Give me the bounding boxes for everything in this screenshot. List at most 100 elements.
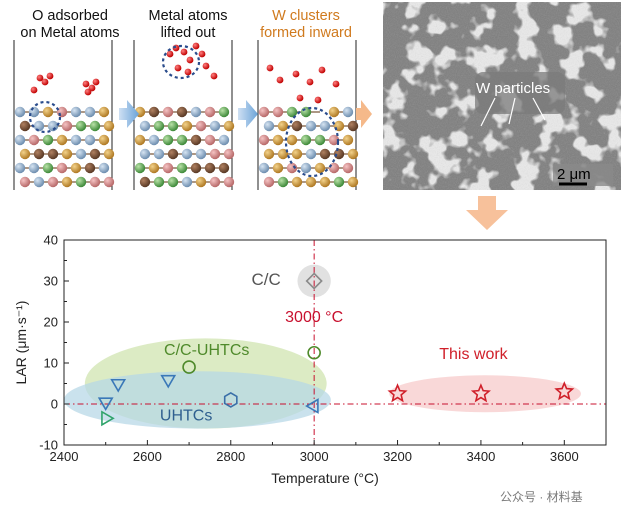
chart-marks	[97, 272, 575, 427]
sim-atom	[258, 162, 270, 174]
sim-oxygen-atom	[41, 78, 49, 86]
sim-atom	[162, 106, 174, 118]
marker-star	[387, 383, 408, 403]
simulation-snapshots	[13, 40, 372, 190]
sim-atom	[300, 162, 312, 174]
sim-atom	[98, 134, 110, 146]
sim-oxygen-atom	[318, 66, 326, 74]
annotation-this-work: This work	[439, 346, 508, 363]
y-tick-label: 40	[44, 233, 58, 248]
sim-atom	[167, 148, 179, 160]
sim-atom	[291, 120, 303, 132]
highlight-circle-2	[161, 44, 201, 80]
sim-atom	[181, 148, 193, 160]
sim-atom	[319, 120, 331, 132]
sim-atom	[342, 134, 354, 146]
sim-atom	[70, 106, 82, 118]
sim-atom	[28, 162, 40, 174]
sim-atom	[286, 106, 298, 118]
sim-atom	[190, 162, 202, 174]
sim-label-2: Metal atoms lifted out	[132, 8, 244, 42]
sim-atom	[148, 106, 160, 118]
sim-atom	[61, 148, 73, 160]
sim-atom	[167, 176, 179, 188]
sim-oxygen-atom	[202, 62, 210, 70]
sim-atom	[181, 176, 193, 188]
sim-atom	[258, 134, 270, 146]
sim-atom	[333, 176, 345, 188]
sim-label-1-line2: on Metal atoms	[20, 25, 120, 41]
sim-panel-3	[257, 40, 359, 190]
sim-atom	[61, 120, 73, 132]
sem-scale-bar-label: 2 μm	[557, 166, 591, 183]
sim-atom	[258, 106, 270, 118]
y-tick-label: 30	[44, 274, 58, 289]
lar-chart: 2400 2600 2800 3000 3200 3400 3600 -10 0 10 20 30 40…	[13, 233, 607, 486]
sim-oxygen-atom	[332, 80, 340, 88]
arrow-3-icon	[356, 100, 372, 128]
sim-atom	[47, 176, 59, 188]
sim-atom	[319, 148, 331, 160]
sim-atom	[75, 176, 87, 188]
sim-atom	[314, 134, 326, 146]
sim-atom	[103, 148, 115, 160]
sim-atom	[148, 162, 160, 174]
sim-atom	[209, 120, 221, 132]
sim-label-2-line2: lifted out	[160, 25, 216, 41]
annotation-uhtcs: UHTCs	[160, 407, 212, 424]
marker-triangle-down	[110, 378, 127, 393]
sim-atom	[204, 162, 216, 174]
sim-atom	[204, 106, 216, 118]
marker-circle	[307, 345, 321, 360]
sim-atom	[263, 148, 275, 160]
sim-atom	[167, 120, 179, 132]
sim-atom	[342, 162, 354, 174]
sim-atom	[291, 148, 303, 160]
sim-atom	[305, 176, 317, 188]
sim-atom	[176, 162, 188, 174]
sim-oxygen-atom	[210, 72, 218, 80]
y-tick-label: 10	[44, 356, 58, 371]
sim-atom	[42, 162, 54, 174]
sem-annotation: W particles	[476, 80, 550, 97]
sim-atom	[314, 162, 326, 174]
sim-atom	[190, 134, 202, 146]
sim-atom	[347, 148, 359, 160]
sim-atom	[75, 120, 87, 132]
sim-atom	[300, 134, 312, 146]
pointer-line-3	[532, 97, 546, 121]
sim-atom	[33, 176, 45, 188]
sim-atom	[14, 162, 26, 174]
x-tick-label: 2600	[133, 449, 162, 464]
sim-atom	[277, 120, 289, 132]
sim-atom	[42, 106, 54, 118]
sim-oxygen-atom	[266, 64, 274, 72]
region-uhtcs	[64, 371, 331, 429]
chart-regions	[64, 264, 581, 429]
sim-atom	[277, 148, 289, 160]
sim-oxygen-atom	[198, 50, 206, 58]
sim-atom	[14, 106, 26, 118]
sim-label-3-line2: formed inward	[260, 25, 352, 41]
sim-oxygen-atom	[186, 56, 194, 64]
sim-atom	[272, 162, 284, 174]
sim-atom	[84, 162, 96, 174]
sim-oxygen-atom	[276, 76, 284, 84]
sim-atom	[56, 162, 68, 174]
sim-atom	[98, 106, 110, 118]
sim-oxygen-atom	[82, 80, 90, 88]
sim-atom	[14, 134, 26, 146]
sim-atom	[209, 176, 221, 188]
sim-oxygen-atom	[306, 78, 314, 86]
sim-atom	[103, 120, 115, 132]
sim-atom	[98, 162, 110, 174]
sem-micrograph: W particles 2 μm	[383, 2, 621, 190]
sim-atom	[181, 120, 193, 132]
marker-star	[554, 381, 575, 401]
marker-star	[470, 383, 491, 403]
sim-oxygen-atom	[192, 42, 200, 50]
sim-label-3: W clusters formed inward	[240, 8, 372, 42]
sim-oxygen-atom	[46, 72, 54, 80]
x-tick-label: 3600	[550, 449, 579, 464]
pointer-line-1	[480, 97, 496, 127]
